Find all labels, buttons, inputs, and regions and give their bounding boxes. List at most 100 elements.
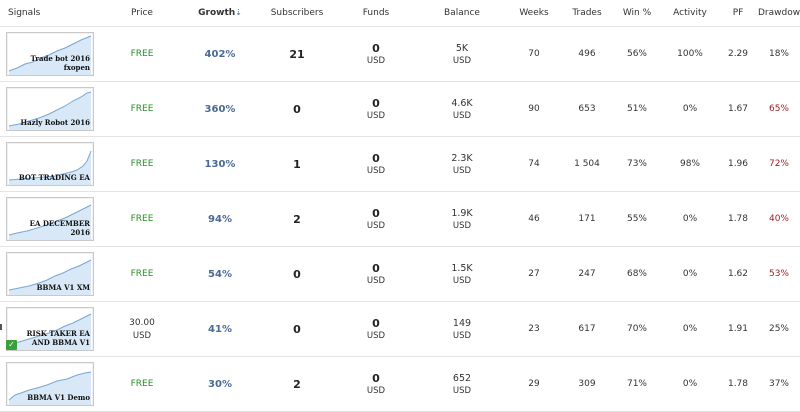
funds-value: 0 (372, 151, 380, 165)
header-balance[interactable]: Balance (418, 0, 506, 27)
sparkline-line (8, 150, 92, 181)
price-cell: FREE (104, 81, 180, 137)
signal-thumbnail[interactable]: BBMA V1 Demo (6, 362, 94, 406)
table-row[interactable]: EA DECEMBER 2016 FREE 94% 2 0 USD 1.9K USD 46 171… (0, 191, 800, 247)
signal-thumbnail[interactable]: BOT TRADING EA (6, 142, 94, 186)
growth-sparkline (8, 35, 92, 75)
drawdown-value: 53% (768, 269, 789, 279)
signal-cell[interactable]: BOT TRADING EA (0, 136, 104, 192)
win-cell: 71% (612, 356, 662, 412)
header-funds[interactable]: Funds (334, 0, 418, 27)
trades-cell: 617 (562, 301, 612, 357)
funds-cell: 0 USD (334, 136, 418, 192)
growth-sparkline (8, 313, 92, 350)
trades-cell: 653 (562, 81, 612, 137)
signal-cell[interactable]: Hazly Robot 2016 (0, 81, 104, 137)
subscribers-cell: 2 (260, 356, 334, 412)
header-growth[interactable]: Growth⇣ (180, 0, 260, 27)
signal-thumbnail[interactable]: Trade bot 2016 fxopen (6, 32, 94, 76)
table-row[interactable]: BBMA V1 Demo FREE 30% 2 0 USD 652 USD 29 309 71% 0%… (0, 356, 800, 412)
signal-name[interactable]: BBMA V1 XM (36, 283, 90, 292)
growth-cell: 54% (180, 246, 260, 302)
drawdown-value: 40% (768, 214, 789, 224)
subscribers-cell: 1 (260, 136, 334, 192)
growth-value: 41% (208, 323, 232, 335)
balance-unit: USD (452, 55, 472, 66)
growth-value: 402% (204, 48, 236, 60)
price-cell: FREE (104, 246, 180, 302)
funds-value: 0 (372, 96, 380, 110)
drawdown-cell: 53% (758, 246, 800, 302)
pf-cell: 1.91 (718, 301, 758, 357)
win-cell: 68% (612, 246, 662, 302)
signal-cell[interactable]: EA DECEMBER 2016 (0, 191, 104, 247)
signal-name[interactable]: RISK TAKER EA AND BBMA V1 (26, 329, 90, 347)
price-value: FREE (130, 213, 154, 224)
pf-cell: 1.96 (718, 136, 758, 192)
subscribers-value: 0 (293, 102, 301, 116)
growth-cell: 41% (180, 301, 260, 357)
funds-cell: 0 USD (334, 26, 418, 82)
drawdown-value: 25% (768, 324, 789, 334)
signal-thumbnail[interactable]: Hazly Robot 2016 (6, 87, 94, 131)
header-drawdown[interactable]: Drawdown (758, 0, 800, 27)
balance-cell: 1.5K USD (418, 246, 506, 302)
pf-cell: 1.67 (718, 81, 758, 137)
balance-unit: USD (452, 330, 472, 341)
signal-thumbnail[interactable]: BBMA V1 XM (6, 252, 94, 296)
weeks-cell: 29 (506, 356, 562, 412)
signal-name[interactable]: EA DECEMBER 2016 (29, 219, 90, 237)
table-row[interactable]: Trade bot 2016 fxopen FREE 402% 21 0 USD 5K USD… (0, 26, 800, 82)
header-weeks[interactable]: Weeks (506, 0, 562, 27)
funds-unit: USD (366, 220, 386, 231)
weeks-cell: 23 (506, 301, 562, 357)
drawdown-value: 65% (768, 104, 789, 114)
header-pf[interactable]: PF (718, 0, 758, 27)
table-row[interactable]: BBMA V1 XM FREE 54% 0 0 USD 1.5K USD 27 247 68% 0% 1… (0, 246, 800, 302)
table-row[interactable]: BOT TRADING EA FREE 130% 1 0 USD 2.3K USD 74 1 50… (0, 136, 800, 192)
balance-cell: 1.9K USD (418, 191, 506, 247)
header-win[interactable]: Win % (612, 0, 662, 27)
balance-cell: 149 USD (418, 301, 506, 357)
signal-thumbnail[interactable]: RISK TAKER EA AND BBMA V1 (6, 307, 94, 351)
table-row[interactable]: RISK TAKER EA AND BBMA V1 ✓ 30.00 USD 41% 0 0 U… (0, 301, 800, 357)
subscribers-cell: 0 (260, 81, 334, 137)
subscribers-value: 0 (293, 267, 301, 281)
header-activity[interactable]: Activity (662, 0, 718, 27)
funds-value: 0 (372, 316, 380, 330)
pf-cell: 1.62 (718, 246, 758, 302)
signal-cell[interactable]: RISK TAKER EA AND BBMA V1 ✓ (0, 301, 104, 357)
signal-name[interactable]: Trade bot 2016 fxopen (30, 54, 90, 72)
row-marker (0, 324, 2, 330)
signal-name[interactable]: Hazly Robot 2016 (20, 118, 91, 127)
growth-value: 360% (204, 103, 236, 115)
sparkline-area (9, 151, 91, 185)
signal-cell[interactable]: Trade bot 2016 fxopen (0, 26, 104, 82)
price-cell: FREE (104, 26, 180, 82)
funds-unit: USD (366, 330, 386, 341)
pf-cell: 1.78 (718, 356, 758, 412)
trades-cell: 496 (562, 26, 612, 82)
signal-cell[interactable]: BBMA V1 Demo (0, 356, 104, 412)
trades-cell: 1 504 (562, 136, 612, 192)
drawdown-value: 37% (768, 379, 789, 389)
signal-cell[interactable]: BBMA V1 XM (0, 246, 104, 302)
balance-value: 5K (455, 42, 469, 54)
table-header-row: Signals Price Growth⇣ Subscribers Funds … (0, 0, 800, 27)
weeks-cell: 70 (506, 26, 562, 82)
signal-name[interactable]: BOT TRADING EA (18, 173, 90, 182)
weeks-cell: 74 (506, 136, 562, 192)
funds-value: 0 (372, 41, 380, 55)
subscribers-cell: 2 (260, 191, 334, 247)
header-signals[interactable]: Signals (0, 0, 104, 27)
balance-cell: 652 USD (418, 356, 506, 412)
header-trades[interactable]: Trades (562, 0, 612, 27)
price-value: FREE (130, 48, 154, 59)
funds-value: 0 (372, 371, 380, 385)
table-row[interactable]: Hazly Robot 2016 FREE 360% 0 0 USD 4.6K USD 90 65… (0, 81, 800, 137)
sparkline-area (9, 205, 91, 240)
signal-name[interactable]: BBMA V1 Demo (27, 393, 90, 402)
signal-thumbnail[interactable]: EA DECEMBER 2016 (6, 197, 94, 241)
header-price[interactable]: Price (104, 0, 180, 27)
header-subscribers[interactable]: Subscribers (260, 0, 334, 27)
